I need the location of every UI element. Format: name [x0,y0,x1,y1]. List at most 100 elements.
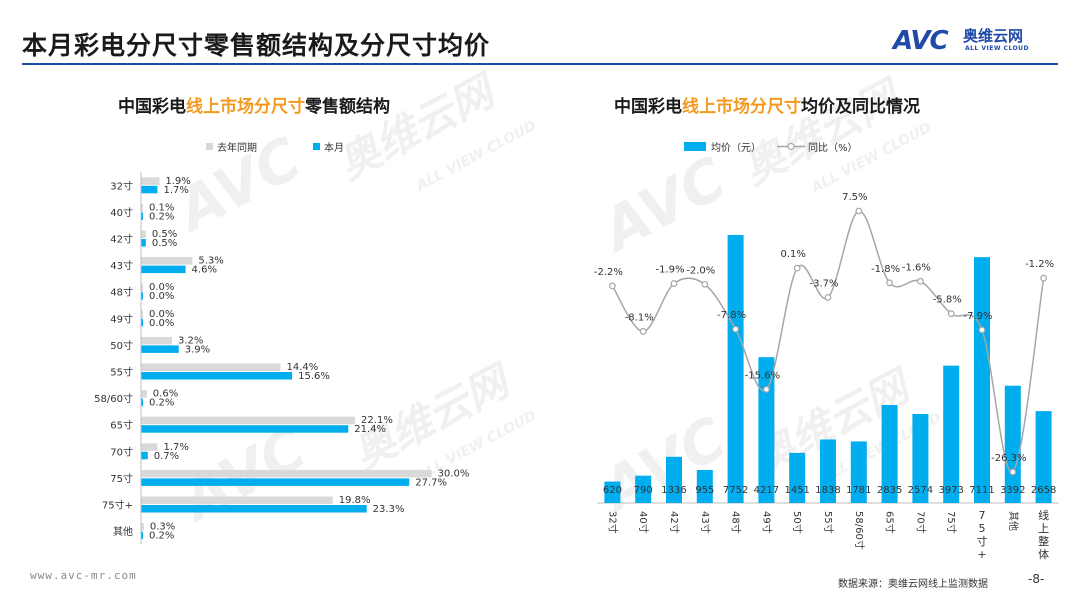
page-title: 本月彩电分尺寸零售额结构及分尺寸均价 [22,31,491,60]
data-label-current: 27.7% [415,477,447,488]
legend-swatch-last-year [206,143,213,150]
bar-last-year [141,496,333,504]
bar-avg-price [1035,411,1052,503]
right-title-highlight: 线上市场分尺寸 [682,97,801,117]
bar-current [141,478,410,486]
data-label-last-year: 0.0% [149,309,174,320]
legend-swatch-current [313,143,320,150]
y-tick-label: 43寸 [110,259,133,272]
data-label-current: 0.2% [149,398,174,409]
bar-avg-price [758,357,775,503]
data-label-avg-price: 7111 [969,485,994,496]
yoy-point [732,325,739,333]
legend-label-yoy: 同比（%） [808,142,858,154]
data-label-yoy: -1.8% [871,264,900,275]
bar-avg-price [974,257,990,503]
data-label-yoy: 7.5% [842,192,867,203]
bar-last-year [141,203,143,212]
data-label-current: 15.6% [298,371,330,382]
bar-current [141,185,158,194]
data-label-last-year: 5.3% [198,256,223,267]
bar-avg-price [666,456,682,503]
data-label-current: 0.0% [149,291,174,302]
bar-current [141,318,143,327]
y-tick-label: 其他 [113,525,133,538]
page-number: -8- [1028,572,1045,586]
data-label-last-year: 0.1% [149,202,174,213]
footer-url: www.avc-mr.com [30,569,137,582]
bar-current [141,292,143,300]
left-title-highlight: 线上市场分尺寸 [186,97,305,117]
bar-last-year [141,336,172,345]
bar-avg-price [1004,385,1021,503]
data-label-current: 4.6% [192,265,217,276]
data-label-avg-price: 4217 [754,485,779,496]
x-tick-label: 55寸 [822,511,835,534]
title-rule [22,63,1058,65]
yoy-point [978,326,986,334]
x-tick-label: 线上整体 [1038,508,1049,561]
x-tick-label: 40寸 [637,511,650,534]
yoy-point [917,277,924,285]
bar-avg-price [727,235,744,503]
bar-avg-price [635,475,652,503]
logo-text-en: ALL VIEW CLOUD [965,45,1030,52]
y-tick-label: 75寸+ [102,499,133,512]
yoy-point [763,385,770,393]
data-label-yoy: -1.6% [902,262,931,273]
data-label-yoy: -2.2% [594,267,623,278]
data-label-last-year: 30.0% [438,468,470,479]
bar-current [141,451,148,460]
data-label-avg-price: 955 [695,485,714,496]
data-label-last-year: 0.6% [153,389,178,400]
yoy-point [639,328,647,335]
data-label-current: 0.7% [154,451,179,462]
left-title-post: 零售额结构 [305,97,390,117]
y-tick-label: 58/60寸 [94,392,133,405]
y-tick-label: 32寸 [110,179,133,192]
data-label-yoy: -3.7% [809,278,838,289]
x-tick-label: 7 5 寸+ [977,509,988,561]
bar-current [141,425,349,433]
yoy-point [947,310,955,318]
yoy-point [855,207,863,215]
bar-last-year [141,390,147,398]
data-label-current: 0.0% [149,318,174,329]
data-label-yoy: -7.9% [963,311,992,322]
logo-text-cn: 奥维云网 [963,27,1024,45]
data-label-last-year: 22.1% [361,415,393,426]
data-label-yoy: -1.2% [1025,259,1054,270]
y-tick-label: 42寸 [110,233,133,246]
data-label-last-year: 19.8% [339,495,371,506]
yoy-point [886,279,893,287]
bar-last-year [141,469,432,478]
yoy-point [701,280,709,288]
data-label-yoy: -7.8% [717,310,746,321]
yoy-point [609,282,616,290]
bar-last-year [141,257,193,265]
y-tick-label: 40寸 [110,206,133,219]
data-label-current: 23.3% [373,504,405,515]
data-label-avg-price: 1838 [815,485,840,496]
legend-swatch-yoy-marker [787,142,795,151]
bar-current [141,212,143,220]
yoy-point [1040,274,1047,282]
bar-last-year [141,363,281,371]
data-label-avg-price: 2658 [1031,485,1056,496]
data-label-yoy: -15.6% [745,370,780,381]
y-tick-label: 49寸 [110,312,133,325]
data-label-avg-price: 790 [634,485,653,496]
data-label-current: 0.2% [149,531,174,542]
data-label-avg-price: 3392 [1000,485,1025,496]
data-label-yoy: -2.0% [686,265,715,276]
data-label-avg-price: 1336 [661,485,686,496]
bar-avg-price [943,365,960,503]
y-tick-label: 75寸 [110,472,133,485]
data-label-avg-price: 3973 [938,485,963,496]
data-label-current: 0.5% [152,238,177,249]
left-chart-title: 中国彩电线上市场分尺寸零售额结构 [118,92,390,117]
bar-avg-price [912,414,929,503]
data-label-last-year: 14.4% [286,362,318,373]
yoy-point [670,280,678,287]
